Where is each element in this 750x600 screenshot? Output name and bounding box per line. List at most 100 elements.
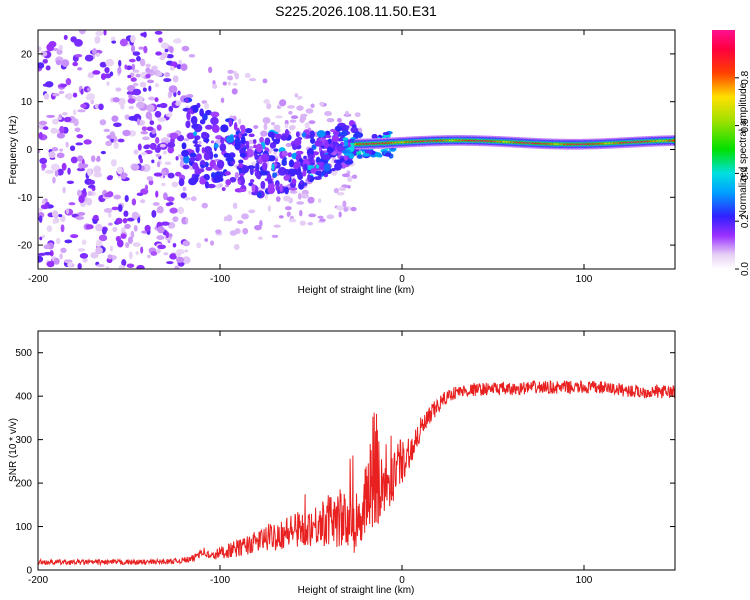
spectrogram-cell <box>273 148 279 152</box>
colorbar-gradient <box>712 30 735 269</box>
spectrogram-cell <box>163 192 168 201</box>
spectrogram-cell <box>251 191 258 196</box>
spectrogram-cell <box>158 37 163 43</box>
snr-y-tick-label: 300 <box>15 435 32 446</box>
figure-title: S225.2026.108.11.50.E31 <box>275 3 437 19</box>
spectrogram-cell <box>210 172 216 179</box>
spectrogram-cell <box>333 187 339 194</box>
spectrogram-cell <box>238 162 244 169</box>
spectrogram-cell <box>56 168 64 176</box>
spectrogram-cell <box>111 206 120 211</box>
spectrogram-cell <box>90 99 94 105</box>
spectrogram-cell <box>323 163 331 172</box>
spectrogram-cell <box>271 163 275 171</box>
spectrogram-cell <box>139 81 147 88</box>
spectrogram-cell <box>298 157 303 163</box>
spectrogram-cell <box>172 75 179 83</box>
spectrogram-cell <box>283 174 290 181</box>
spectrogram-cell <box>263 99 270 104</box>
spectrogram-cell <box>274 158 278 162</box>
spectrogram-cell <box>156 248 161 254</box>
spectrogram-cell <box>270 148 274 152</box>
spectrogram-cell <box>166 196 175 202</box>
spectrogram-cell <box>38 120 48 126</box>
spectrogram-cell <box>135 95 144 102</box>
spectrogram-y-tick-label: 20 <box>21 49 33 60</box>
spectrogram-cell <box>146 104 155 112</box>
spectrogram-cell <box>203 137 210 143</box>
spectrogram-cell <box>145 74 151 79</box>
spectrogram-cell <box>146 79 155 84</box>
spectrogram-cell <box>303 155 307 160</box>
spectrogram-cell <box>117 66 122 75</box>
spectrogram-cell <box>98 234 108 242</box>
spectrogram-cell <box>118 59 122 67</box>
spectrogram-cell <box>92 70 101 75</box>
snr-x-tick-label: 100 <box>576 575 593 586</box>
spectrogram-cell <box>183 138 190 142</box>
spectrogram-cell <box>99 119 107 126</box>
spectrogram-cell <box>295 131 300 138</box>
spectrogram-cell <box>154 110 162 118</box>
spectrogram-cell <box>160 42 169 49</box>
spectrogram-cell <box>181 142 187 150</box>
spectrogram-cell <box>384 152 391 157</box>
spectrogram-cell <box>42 58 48 64</box>
spectrogram-cell <box>225 135 235 143</box>
colorbar-tick-label: 0.4 <box>740 166 750 180</box>
spectrogram-marks <box>38 30 675 269</box>
spectrogram-cell <box>317 215 324 219</box>
spectrogram-cell <box>259 219 263 227</box>
spectrogram-cell <box>38 62 45 69</box>
spectrogram-cell <box>151 210 157 218</box>
snr-y-tick-label: 200 <box>15 479 32 490</box>
spectrogram-cell <box>203 151 211 161</box>
spectrogram-cell <box>52 118 59 125</box>
spectrogram-cell <box>241 166 249 174</box>
spectrogram-cell <box>219 143 227 152</box>
spectrogram-cell <box>190 115 198 125</box>
spectrogram-cell <box>74 54 83 58</box>
spectrogram-cell <box>284 123 289 129</box>
spectrogram-cell <box>223 152 231 158</box>
spectrogram-cell <box>184 249 188 253</box>
spectrogram-cell <box>340 130 347 137</box>
spectrogram-cell <box>303 163 308 172</box>
spectrogram-cell <box>343 154 349 161</box>
snr-y-tick-label: 500 <box>15 348 32 359</box>
spectrogram-cell <box>269 142 277 149</box>
colorbar-tick-label: 0.6 <box>740 118 750 132</box>
spectrogram-cell <box>215 229 222 234</box>
spectrogram-cell <box>336 205 344 211</box>
spectrogram-cell <box>186 132 196 140</box>
spectrogram-cell <box>135 73 141 78</box>
spectrogram-cell <box>131 63 136 71</box>
spectrogram-cell <box>181 45 190 52</box>
spectrogram-cell <box>272 172 278 178</box>
spectrogram-cell <box>287 105 295 109</box>
spectrogram-cell <box>61 59 70 67</box>
spectrogram-cell <box>105 58 115 67</box>
spectrogram-cell <box>175 252 181 258</box>
spectrogram-cell <box>288 110 293 115</box>
spectrogram-cell <box>95 239 103 247</box>
spectrogram-cell <box>317 198 322 204</box>
spectrogram-cell <box>138 46 145 50</box>
spectrogram-cell <box>102 227 107 235</box>
spectrogram-cell <box>69 145 76 152</box>
spectrogram-cell <box>186 111 191 121</box>
spectrogram-cell <box>70 234 79 239</box>
spectrogram-cell <box>166 261 174 265</box>
spectrogram-cell <box>67 262 73 268</box>
spectrogram-cell <box>104 66 110 74</box>
spectrogram-cell <box>132 51 141 56</box>
spectrogram-cell <box>77 67 83 71</box>
spectrogram-cell <box>273 224 281 228</box>
spectrogram-cell <box>150 251 158 256</box>
spectrogram-cell <box>85 224 94 230</box>
spectrogram-cell <box>234 228 241 235</box>
spectrogram-cell <box>348 153 355 159</box>
spectrogram-cell <box>38 215 43 223</box>
spectrogram-cell <box>289 119 297 123</box>
spectrogram-cell <box>239 152 247 158</box>
